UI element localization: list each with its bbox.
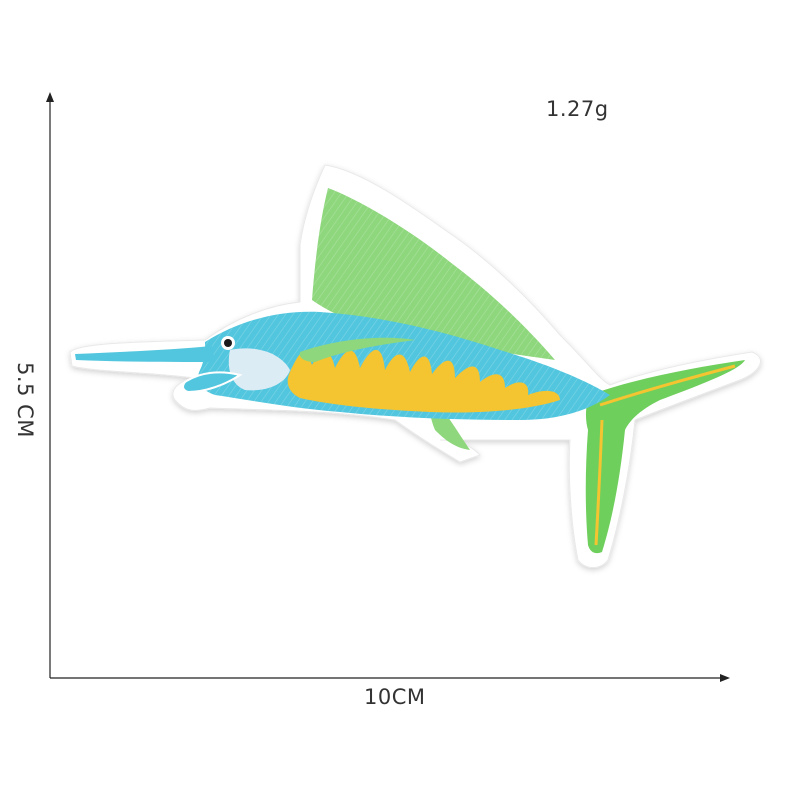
- weight-label: 1.27g: [546, 97, 609, 121]
- horizontal-arrow-head: [720, 674, 730, 682]
- vertical-arrow-head: [46, 92, 54, 102]
- fish-pupil: [224, 339, 232, 347]
- fish-gill: [228, 348, 290, 391]
- width-label: 10CM: [364, 685, 426, 709]
- height-label: 5.5 CM: [13, 362, 37, 438]
- tail-fin: [585, 360, 745, 554]
- fish-bill: [75, 346, 215, 362]
- tail-stripe: [594, 364, 736, 546]
- measurement-axes: [46, 92, 730, 682]
- body-green-stripe: [299, 337, 415, 362]
- fish-mouth: [182, 371, 243, 394]
- fish-belly: [287, 349, 560, 413]
